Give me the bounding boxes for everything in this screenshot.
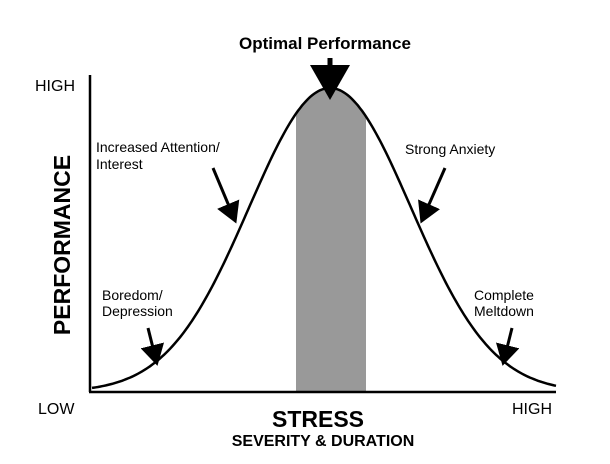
arrow bbox=[140, 327, 165, 366]
title: Optimal Performance bbox=[239, 34, 411, 53]
annotation: Meltdown bbox=[474, 303, 534, 319]
annotation: Increased Attention/ bbox=[96, 139, 220, 155]
annotation: Strong Anxiety bbox=[405, 141, 495, 157]
y-high: HIGH bbox=[35, 78, 75, 95]
x-axis-sublabel: SEVERITY & DURATION bbox=[232, 433, 415, 450]
arrow bbox=[418, 167, 447, 224]
low-label: LOW bbox=[38, 401, 75, 418]
arrow bbox=[495, 327, 520, 366]
annotation: Depression bbox=[102, 303, 173, 319]
optimal-zone bbox=[296, 88, 366, 392]
x-high: HIGH bbox=[512, 401, 552, 418]
y-axis-label: PERFORMANCE bbox=[49, 155, 75, 335]
arrow bbox=[211, 167, 240, 224]
annotation: Complete bbox=[474, 287, 534, 303]
x-axis-label: STRESS bbox=[272, 406, 364, 432]
annotation: Boredom/ bbox=[102, 287, 163, 303]
annotation: Interest bbox=[96, 156, 143, 172]
